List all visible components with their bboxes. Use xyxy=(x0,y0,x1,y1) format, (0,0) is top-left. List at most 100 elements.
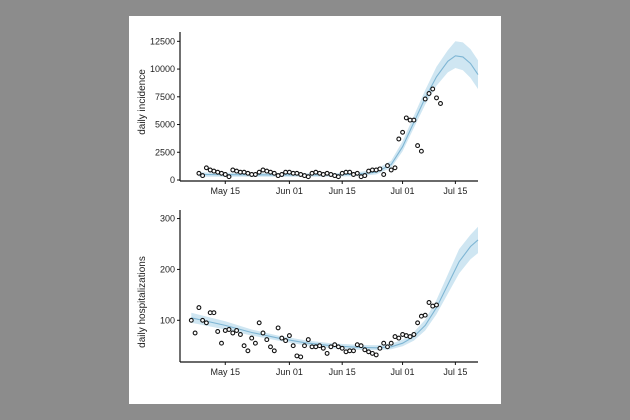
data-point xyxy=(392,165,398,171)
data-point xyxy=(252,340,258,346)
data-point xyxy=(407,117,413,123)
data-point xyxy=(377,345,383,351)
data-point xyxy=(388,340,394,346)
data-point xyxy=(377,166,383,172)
data-point xyxy=(403,115,409,121)
data-point xyxy=(418,148,424,154)
data-point xyxy=(279,335,285,341)
data-point xyxy=(271,170,277,176)
data-point xyxy=(211,168,217,174)
data-point xyxy=(313,169,319,175)
data-point xyxy=(381,172,387,177)
data-point xyxy=(411,332,417,337)
data-point xyxy=(339,345,345,351)
data-point xyxy=(260,167,266,173)
data-point xyxy=(302,173,307,179)
data-point xyxy=(268,344,273,350)
data-point xyxy=(230,330,236,336)
y-tick-label: 200 xyxy=(160,264,175,274)
y-tick-label: 2500 xyxy=(155,147,175,157)
data-point xyxy=(298,354,304,360)
data-point xyxy=(241,343,247,349)
data-point xyxy=(226,327,232,332)
data-point xyxy=(219,340,224,346)
data-point xyxy=(339,170,345,176)
data-point xyxy=(369,167,375,173)
data-point xyxy=(434,95,439,101)
data-point xyxy=(256,320,262,326)
data-point xyxy=(283,169,289,175)
data-point xyxy=(249,335,255,341)
data-point xyxy=(226,174,232,180)
data-point xyxy=(305,174,311,180)
data-point xyxy=(294,353,300,359)
data-point xyxy=(252,172,258,177)
x-tick-label: Jun 01 xyxy=(276,367,303,377)
data-point xyxy=(222,172,228,177)
x-tick-label: Jul 01 xyxy=(391,367,415,377)
data-point xyxy=(422,96,428,102)
data-point xyxy=(381,340,387,346)
data-point xyxy=(385,163,390,169)
incidence-y-axis-title: daily incidence xyxy=(137,69,148,135)
data-point xyxy=(271,348,277,354)
hospitalizations-observed-points xyxy=(188,300,439,360)
data-point xyxy=(426,300,432,305)
data-point xyxy=(264,337,270,343)
data-point xyxy=(415,320,421,326)
x-tick-label: May 15 xyxy=(211,367,241,377)
data-point xyxy=(268,169,273,175)
data-point xyxy=(196,305,202,311)
data-point xyxy=(407,334,413,340)
data-point xyxy=(324,350,330,356)
data-point xyxy=(415,143,421,149)
data-point xyxy=(403,333,409,339)
data-point xyxy=(392,334,398,340)
x-tick-label: Jun 15 xyxy=(329,186,356,196)
chart-svg: daily incidence 0 2500 5000 7500 10000 12500 M… xyxy=(137,32,479,377)
data-point xyxy=(234,168,240,174)
data-point xyxy=(256,169,262,175)
data-point xyxy=(400,129,406,135)
data-point xyxy=(245,348,251,354)
data-point xyxy=(328,172,334,177)
data-point xyxy=(438,101,443,106)
data-point xyxy=(279,172,285,177)
data-point xyxy=(305,337,311,343)
y-tick-label: 10000 xyxy=(150,64,175,74)
data-point xyxy=(328,344,334,350)
data-point xyxy=(422,312,428,318)
x-tick-label: May 15 xyxy=(211,186,241,196)
data-point xyxy=(362,347,368,353)
data-point xyxy=(286,169,292,175)
data-point xyxy=(426,91,432,96)
hospitalizations-panel: daily hospitalizations 100 200 300 May 15 Ju… xyxy=(137,210,479,377)
data-point xyxy=(203,320,209,326)
data-point xyxy=(430,86,436,92)
data-point xyxy=(320,345,326,351)
data-point xyxy=(286,333,292,339)
data-point xyxy=(411,117,417,123)
data-point xyxy=(309,344,315,350)
hospitalizations-y-axis-title: daily hospitalizations xyxy=(137,256,148,348)
data-point xyxy=(196,170,202,176)
hospitalizations-fit-line xyxy=(191,239,479,349)
data-point xyxy=(430,303,436,309)
data-point xyxy=(358,343,364,349)
data-point xyxy=(188,317,194,323)
data-point xyxy=(332,342,338,348)
data-point xyxy=(245,170,251,176)
data-point xyxy=(211,310,217,316)
data-point xyxy=(234,328,240,333)
data-point xyxy=(241,169,247,175)
hospitalizations-axes: 100 200 300 May 15 Jun 01 Jun 15 Jul 01 Jul 15 xyxy=(160,210,478,377)
y-tick-label: 7500 xyxy=(155,92,175,102)
x-tick-label: Jul 15 xyxy=(443,186,467,196)
x-tick-label: Jun 15 xyxy=(329,367,356,377)
data-point xyxy=(335,344,341,350)
incidence-panel: daily incidence 0 2500 5000 7500 10000 12500 M… xyxy=(137,32,479,196)
x-tick-label: Jun 01 xyxy=(276,186,303,196)
data-point xyxy=(275,325,281,331)
incidence-axes: 0 2500 5000 7500 10000 12500 May 15 Jun 01 Jun 1… xyxy=(150,32,478,196)
x-tick-label: Jul 15 xyxy=(443,367,467,377)
